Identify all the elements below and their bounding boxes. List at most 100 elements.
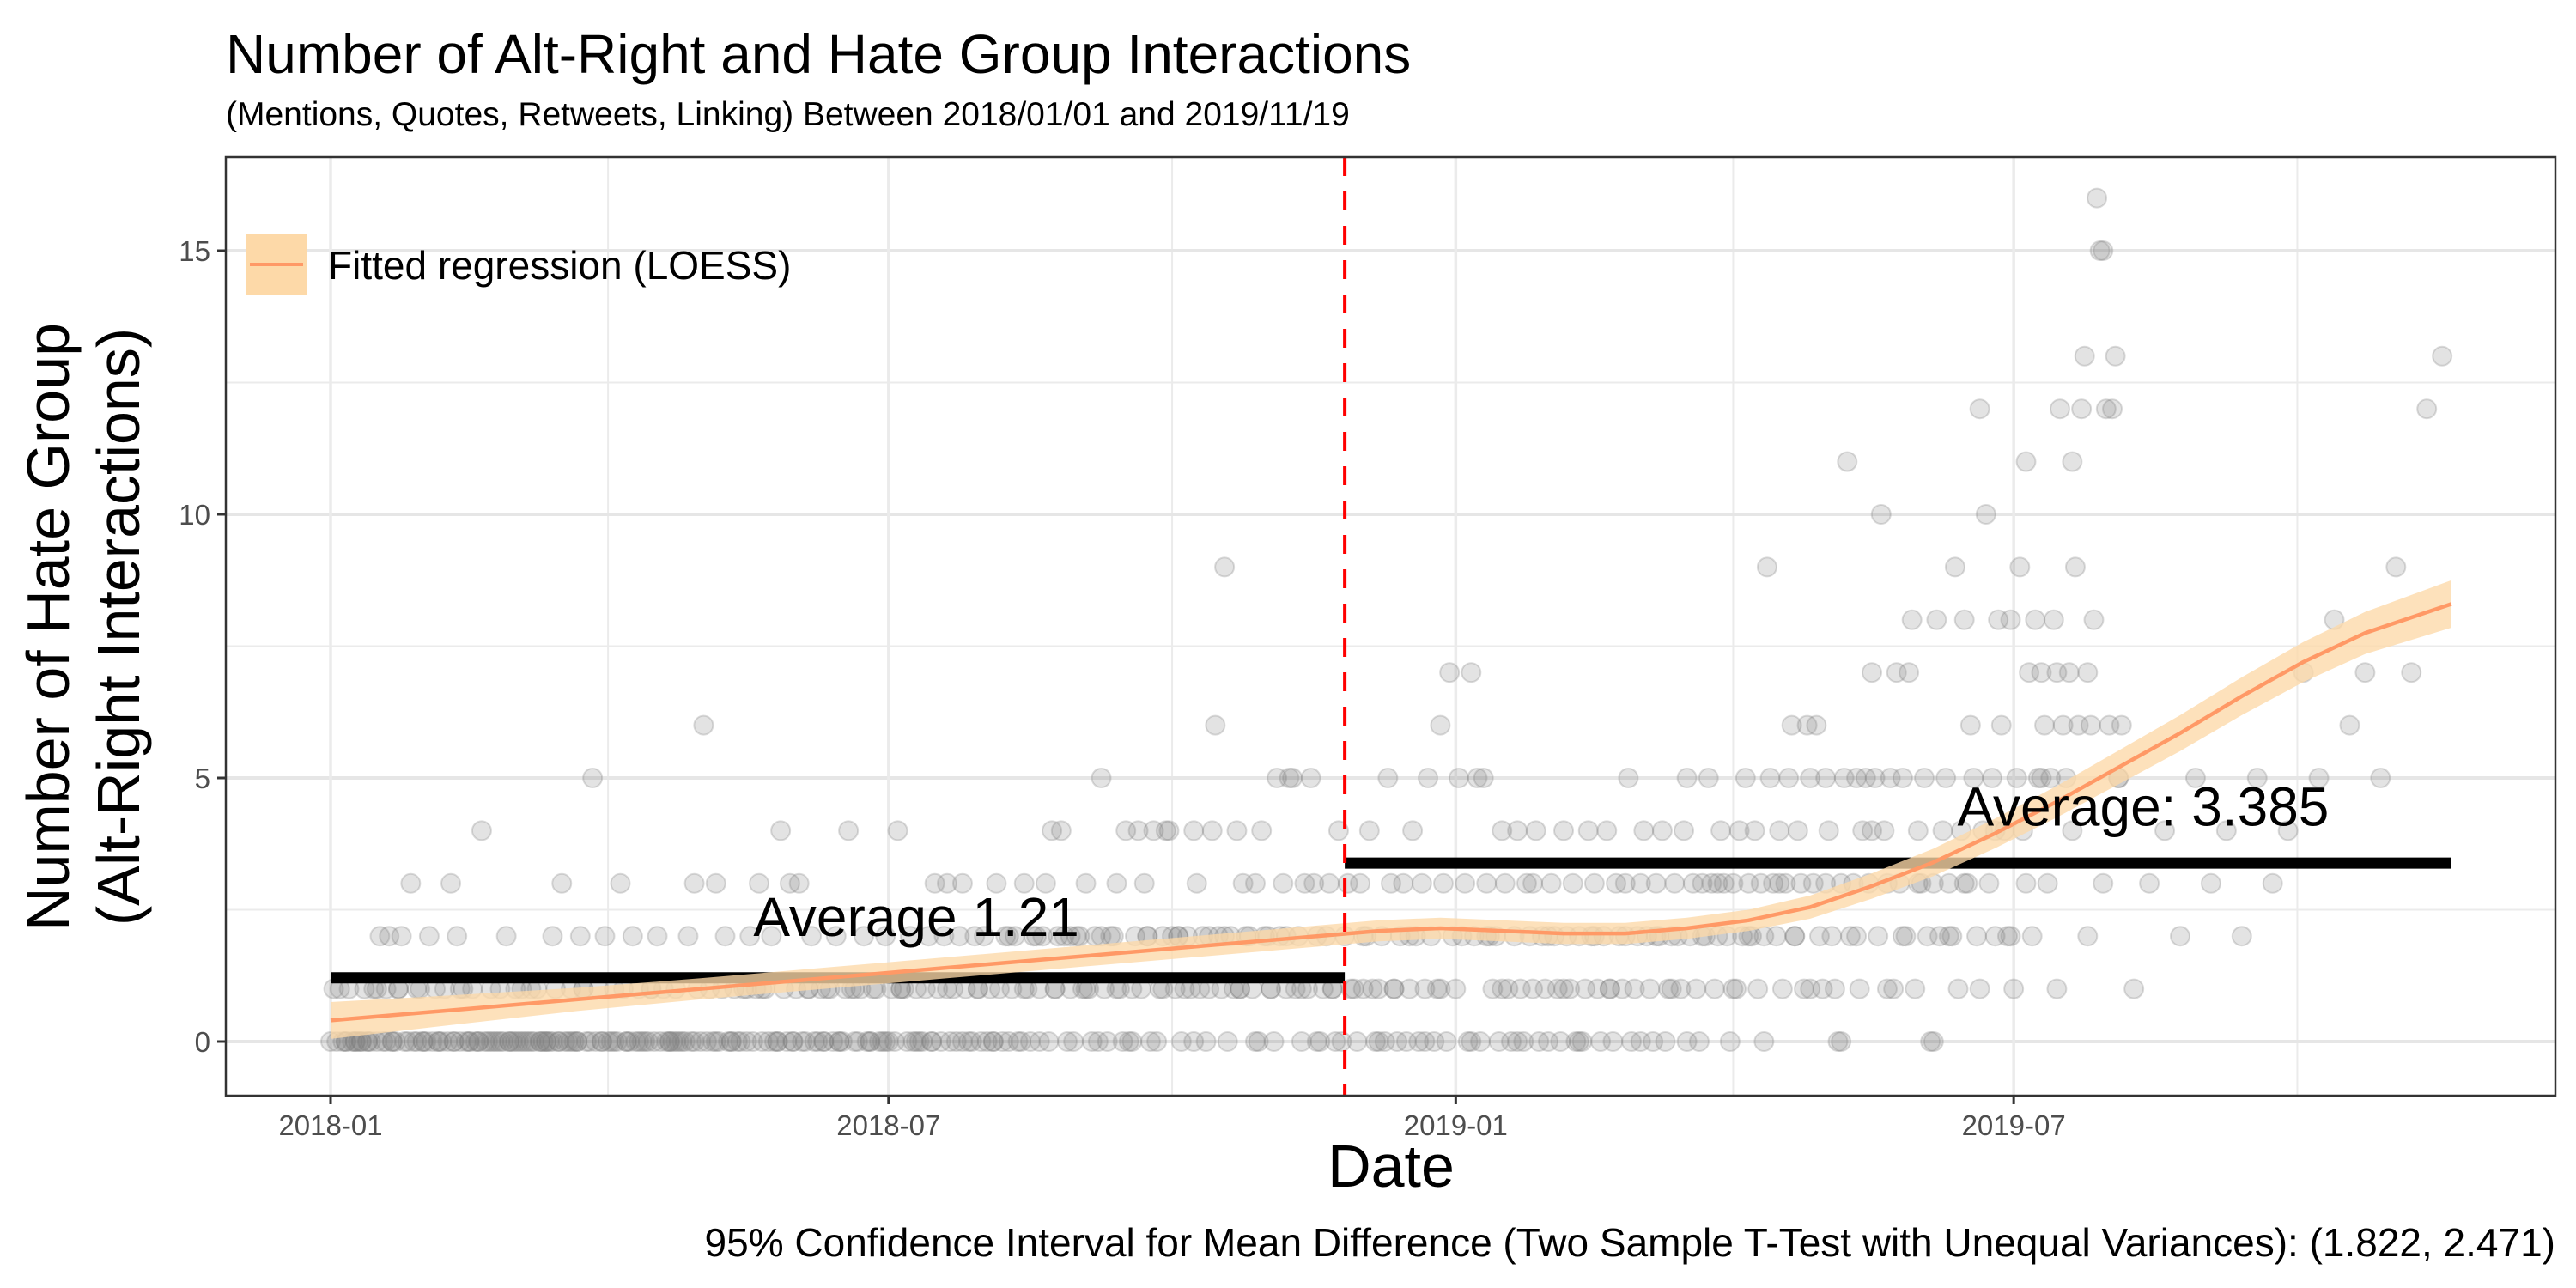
loess-fit: [330, 580, 2452, 1039]
data-point: [945, 1031, 967, 1052]
data-point: [517, 1031, 538, 1052]
plot-border: [224, 155, 2557, 1097]
data-point: [683, 872, 705, 894]
data-point: [1143, 820, 1164, 841]
y-tick-label: 15: [179, 235, 210, 267]
data-point: [1892, 768, 1913, 788]
data-point: [1590, 1031, 1612, 1052]
data-point: [1941, 926, 1963, 947]
data-point: [548, 1031, 569, 1052]
y-tick-label: 5: [195, 762, 210, 794]
chart-title: Number of Alt-Right and Hate Group Inter…: [226, 23, 1411, 85]
data-point: [1325, 1031, 1346, 1052]
data-point: [1430, 714, 1451, 736]
data-point: [2308, 768, 2330, 788]
data-point: [1146, 1031, 1168, 1052]
data-point: [406, 1031, 428, 1052]
data-point: [1738, 872, 1759, 894]
data-point: [1978, 872, 2000, 894]
data-point: [976, 1031, 998, 1052]
data-point: [749, 872, 770, 894]
data-point: [1852, 820, 1874, 841]
data-point: [776, 1031, 798, 1052]
data-point: [1251, 820, 1273, 841]
data-point: [1864, 768, 1886, 788]
data-point: [440, 872, 462, 894]
data-point: [763, 1031, 785, 1052]
data-point: [659, 1031, 680, 1052]
data-point: [1476, 872, 1498, 894]
data-point: [1984, 926, 2006, 947]
data-point: [2077, 662, 2099, 683]
data-point: [1534, 978, 1556, 999]
data-point: [2200, 872, 2221, 894]
data-point: [742, 1031, 763, 1052]
data-point: [1818, 820, 1839, 841]
data-point: [1035, 872, 1056, 894]
data-point: [647, 926, 668, 947]
data-point: [575, 1031, 597, 1052]
data-point: [1846, 926, 1868, 947]
data-point: [1957, 872, 1978, 894]
data-point: [600, 1031, 622, 1052]
data-point: [1201, 820, 1223, 841]
data-point: [1214, 556, 1236, 578]
data-point: [422, 1031, 443, 1052]
data-point: [1331, 1031, 1352, 1052]
data-point: [563, 1031, 585, 1052]
data-point: [2099, 714, 2120, 736]
data-point: [471, 820, 492, 841]
data-point: [1522, 978, 1544, 999]
data-point: [1674, 820, 1695, 841]
data-point: [391, 926, 412, 947]
data-point: [1806, 714, 1827, 736]
data-point: [1383, 978, 1405, 999]
data-point: [1013, 872, 1035, 894]
data-point: [1917, 926, 1938, 947]
data-point: [532, 1031, 554, 1052]
data-point: [495, 926, 517, 947]
data-point: [412, 1031, 434, 1052]
data-point: [557, 1031, 579, 1052]
data-point: [767, 1031, 788, 1052]
data-point: [1352, 978, 1374, 999]
data-point: [992, 1031, 1013, 1052]
data-point: [1248, 1031, 1269, 1052]
data-point: [2000, 609, 2021, 630]
data-point: [1901, 609, 1923, 630]
data-point: [1698, 768, 1719, 788]
data-point: [1226, 820, 1248, 841]
data-point: [1399, 978, 1420, 999]
x-tick-label: 2019-07: [1962, 1109, 2066, 1141]
data-point: [1612, 978, 1633, 999]
data-point: [1042, 820, 1063, 841]
data-point: [1170, 1031, 1192, 1052]
data-point: [1630, 872, 1651, 894]
data-point: [924, 872, 945, 894]
data-point: [1596, 820, 1618, 841]
data-point: [2401, 662, 2422, 683]
data-point: [1664, 872, 1686, 894]
data-point: [567, 1031, 588, 1052]
data-point: [921, 1031, 943, 1052]
data-point: [381, 1031, 403, 1052]
data-point: [1599, 978, 1620, 999]
data-point: [542, 926, 563, 947]
x-tick-label: 2018-07: [836, 1109, 940, 1141]
y-axis-title-line-1: Number of Hate Group: [15, 323, 82, 931]
data-point: [1186, 872, 1207, 894]
data-point: [1892, 926, 1913, 947]
data-point: [2111, 714, 2132, 736]
data-point: [1837, 451, 1858, 472]
data-point: [443, 1031, 465, 1052]
data-point: [1670, 978, 1692, 999]
data-point: [1759, 768, 1781, 788]
data-point: [918, 926, 939, 947]
data-point: [878, 1031, 899, 1052]
data-point: [379, 926, 400, 947]
data-point: [1756, 556, 1777, 578]
data-point: [1769, 872, 1790, 894]
data-point: [767, 1031, 788, 1052]
data-point: [1661, 978, 1682, 999]
data-point: [739, 926, 761, 947]
